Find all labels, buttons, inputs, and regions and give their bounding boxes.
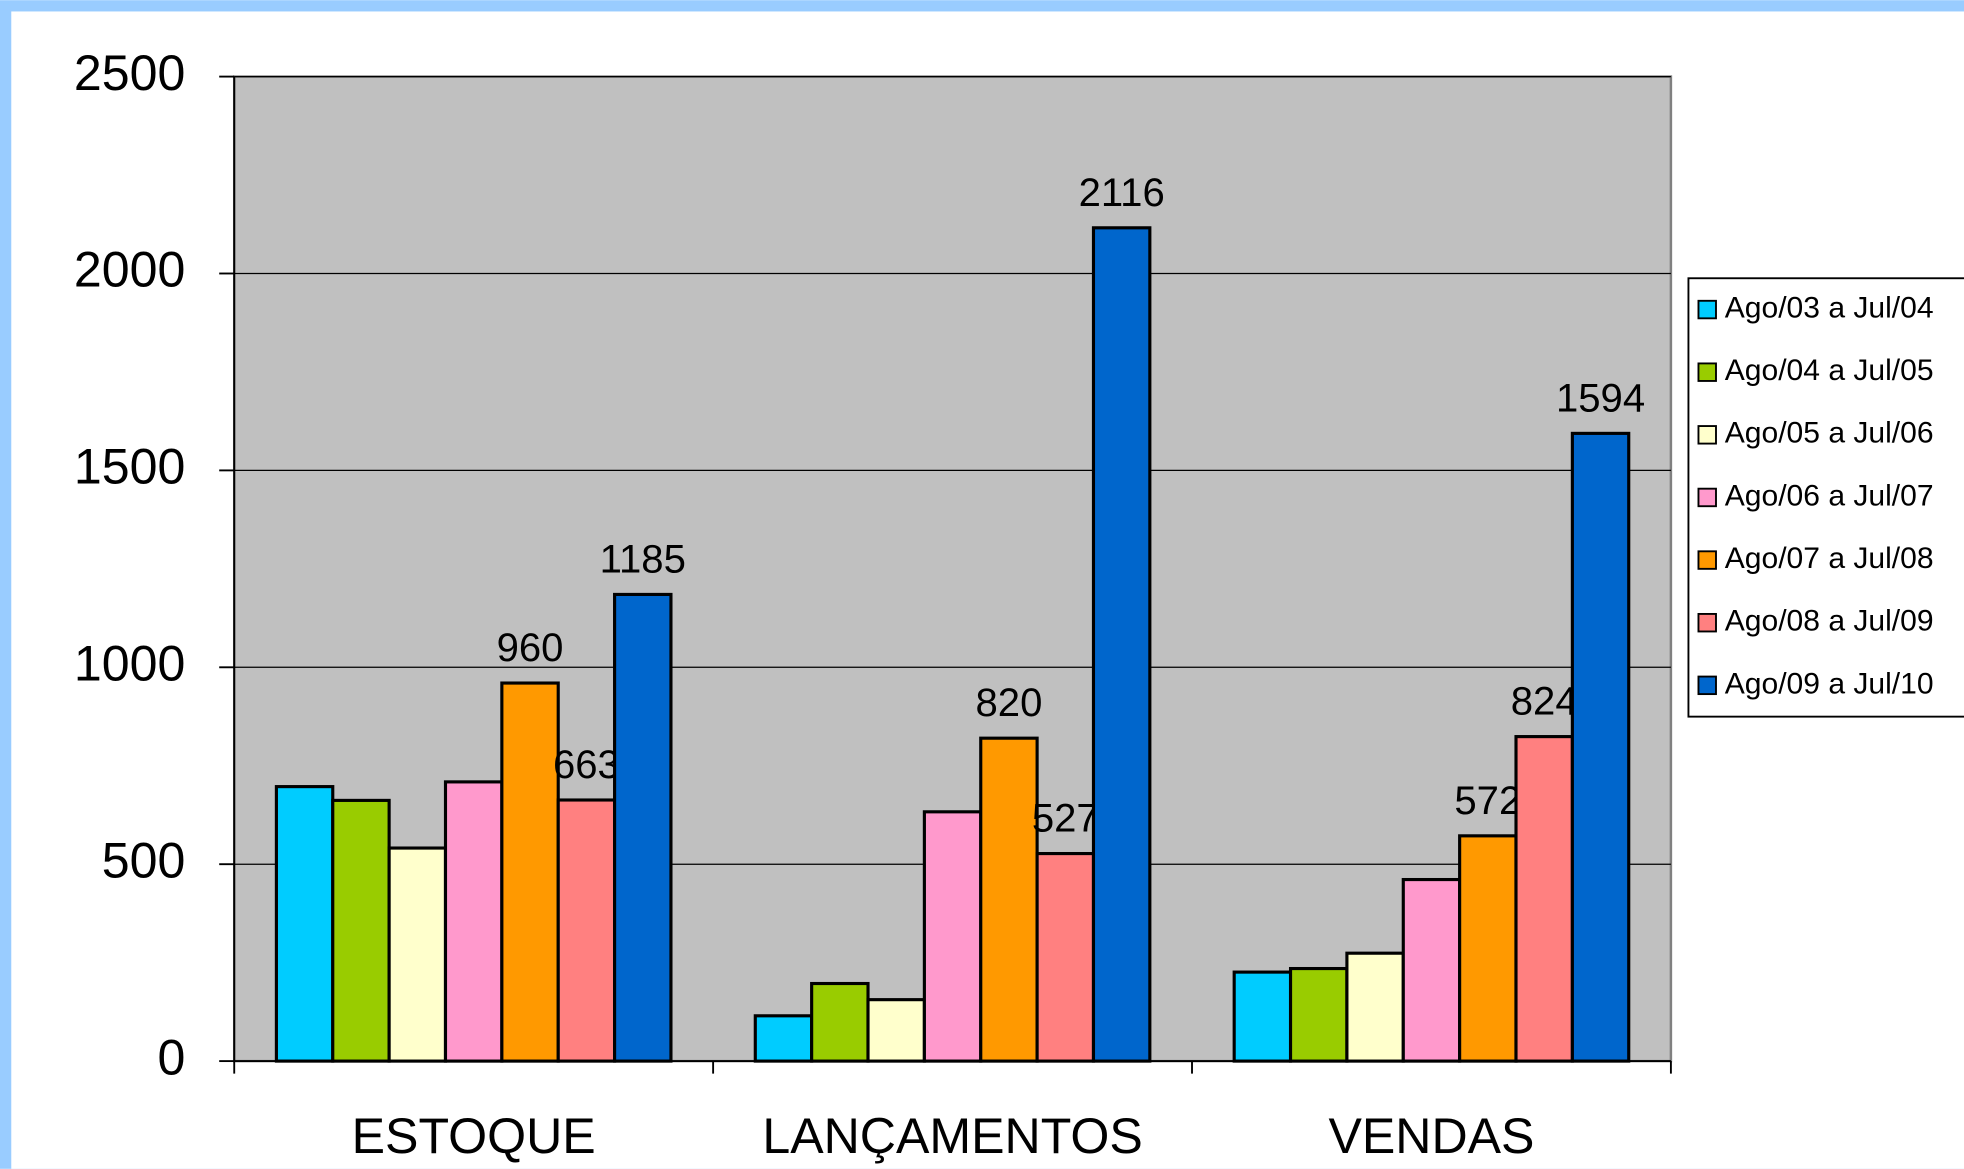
legend-label: Ago/08 a Jul/09	[1725, 605, 1934, 638]
legend-swatch	[1697, 425, 1717, 445]
bar	[866, 998, 926, 1063]
bar	[810, 981, 870, 1063]
legend-swatch	[1697, 612, 1717, 633]
legend-swatch	[1697, 550, 1717, 570]
data-label: 572	[1454, 779, 1521, 823]
bar	[443, 780, 504, 1063]
legend	[1687, 277, 1964, 718]
y-tick-label: 0	[158, 1029, 186, 1085]
bar	[556, 798, 617, 1063]
data-label: 1185	[600, 537, 686, 581]
legend-swatch	[1697, 487, 1717, 508]
bar	[274, 785, 335, 1063]
legend-swatch	[1697, 299, 1717, 320]
bar	[922, 810, 983, 1063]
x-tick-label: ESTOQUE	[352, 1108, 596, 1164]
bar	[753, 1014, 814, 1063]
legend-label: Ago/04 a Jul/05	[1725, 354, 1934, 387]
legend-label: Ago/06 a Jul/07	[1725, 479, 1934, 512]
legend-label: Ago/09 a Jul/10	[1725, 667, 1934, 700]
y-tick-label: 2000	[74, 242, 185, 298]
bar	[1401, 877, 1462, 1063]
y-tick-label: 2500	[74, 45, 185, 101]
data-label: 1594	[1556, 376, 1645, 420]
legend-label: Ago/07 a Jul/08	[1725, 542, 1934, 575]
legend-label: Ago/05 a Jul/06	[1725, 417, 1934, 450]
data-label: 960	[497, 626, 564, 670]
bar	[331, 798, 391, 1063]
data-label: 527	[1032, 797, 1099, 841]
bar	[500, 681, 560, 1063]
x-tick-label: LANÇAMENTOS	[762, 1108, 1142, 1164]
bar	[1458, 834, 1518, 1063]
legend-swatch	[1697, 675, 1717, 696]
bar	[1035, 851, 1096, 1063]
data-label: 824	[1511, 680, 1578, 724]
bar	[387, 846, 448, 1063]
bar	[1288, 966, 1349, 1063]
bar	[1345, 951, 1405, 1063]
data-label: 663	[553, 743, 620, 787]
bar	[1232, 970, 1293, 1063]
data-label: 2116	[1079, 171, 1165, 215]
bar	[1091, 226, 1152, 1063]
legend-label: Ago/03 a Jul/04	[1725, 292, 1934, 325]
bar	[1570, 431, 1631, 1063]
x-tick-label: VENDAS	[1328, 1108, 1534, 1164]
bar	[1514, 735, 1574, 1063]
bar	[979, 736, 1039, 1063]
y-tick-label: 1500	[74, 439, 185, 495]
bar	[613, 592, 673, 1063]
legend-swatch	[1697, 362, 1717, 382]
data-label: 820	[975, 681, 1042, 725]
y-tick-label: 1000	[74, 636, 185, 692]
y-tick-label: 500	[102, 832, 186, 888]
